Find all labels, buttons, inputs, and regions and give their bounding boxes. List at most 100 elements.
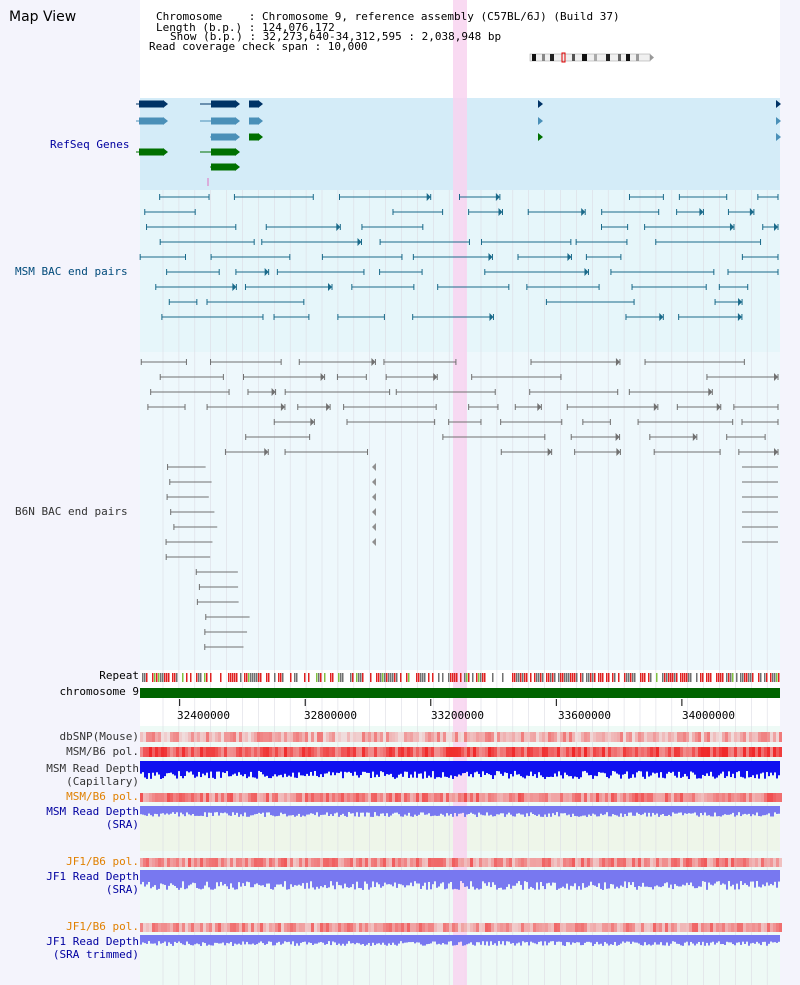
jf1-depth-trimmed-bar [734,935,736,946]
jf1-depth-trimmed-bar [146,935,148,944]
jf1-depth-sra-bar [484,870,486,884]
msm-depth-sra-bar [560,806,562,814]
repeat-mark [394,673,396,682]
msm-depth-capillary-bar [622,761,624,775]
repeat-mark [592,673,594,682]
msm-b6-pol-sra-heat [746,793,749,802]
jf1-b6-pol-heat [218,858,221,867]
repeat-mark [480,673,482,682]
dbsnp-heat [686,732,689,742]
msm-depth-capillary-bar [294,761,296,778]
msm-b6-pol-sra-heat [497,793,500,802]
repeat-mark [664,673,666,682]
msm-b6-pol-heat [473,747,476,757]
msm-depth-capillary-bar [442,761,444,773]
msm-b6-pol-heat [314,747,317,757]
jf1-b6-pol-trimmed-heat [623,923,626,932]
jf1-depth-sra-bar [766,870,768,883]
msm-depth-capillary-bar [518,761,520,775]
msm-b6-pol-heat [413,747,416,757]
jf1-depth-trimmed-bar [316,935,318,944]
msm-depth-capillary-bar [604,761,606,774]
jf1-depth-trimmed-bar [472,935,474,945]
jf1-depth-trimmed-bar [320,935,322,942]
msm-depth-sra-bar [452,806,454,817]
msm-b6-pol-sra-heat [689,793,692,802]
msm-depth-sra-bar [196,806,198,816]
msm-depth-sra-bar [634,806,636,816]
msm-b6-pol-heat [479,747,482,757]
jf1-b6-pol-trimmed-heat [437,923,440,932]
repeat-mark [380,673,382,682]
jf1-b6-pol-trimmed-heat [149,923,152,932]
jf1-b6-pol-trimmed-heat [620,923,623,932]
jf1-b6-pol-heat [764,858,767,867]
dbsnp-heat [149,732,152,742]
msm-b6-pol-sra-heat [728,793,731,802]
jf1-depth-trimmed-bar [696,935,698,944]
jf1-b6-pol-heat [374,858,377,867]
msm-depth-sra-bar [372,806,374,817]
jf1-depth-sra-bar [178,870,180,890]
jf1-depth-sra-bar [626,870,628,889]
msm-depth-sra-bar [324,806,326,815]
jf1-b6-pol-trimmed-heat [656,923,659,932]
refseq-gene-arrow [258,117,263,125]
dbsnp-heat [593,732,596,742]
jf1-b6-pol-trimmed-heat [188,923,191,932]
refseq-genes-label[interactable]: RefSeq Genes [50,138,130,151]
jf1-b6-pol-trimmed-heat [515,923,518,932]
jf1-depth-sra-bar [644,870,646,887]
msm-b6-pol-sra-heat [515,793,518,802]
msm-depth-sra-bar [486,806,488,813]
jf1-b6-pol-heat [359,858,362,867]
msm-bac-end-pairs-label[interactable]: MSM BAC end pairs [15,265,128,278]
jf1-b6-pol-trimmed-heat [269,923,272,932]
msm-b6-pol-heat [584,747,587,757]
msm-depth-sra-bar [586,806,588,817]
dbsnp-heat [350,732,353,742]
msm-b6-pol-heat [701,747,704,757]
msm-depth-capillary-bar [668,761,670,772]
jf1-depth-trimmed-bar [208,935,210,945]
b6n-bac-end-pairs-label[interactable]: B6N BAC end pairs [15,505,128,518]
repeat-mark [200,673,202,682]
repeat-mark [160,673,162,682]
msm-depth-sra-bar [776,806,778,814]
jf1-depth-sra-bar [304,870,306,889]
repeat-mark [282,673,284,682]
jf1-depth-sra-bar [242,870,244,884]
jf1-depth-trimmed-bar [768,935,770,944]
msm-depth-sra-bar [616,806,618,816]
jf1-depth-sra-bar [298,870,300,885]
msm-depth-capillary-bar [688,761,690,779]
msm-b6-pol-heat [740,747,743,757]
jf1-b6-pol-heat [758,858,761,867]
msm-depth-capillary-bar [672,761,674,772]
jf1-depth-sra-bar [248,870,250,883]
jf1-depth-sra-bar [350,870,352,888]
repeat-mark [278,673,280,682]
msm-depth-sra-bar [482,806,484,816]
repeat-mark [408,673,410,682]
msm-b6-pol-heat [632,747,635,757]
jf1-b6-pol-trimmed-heat [287,923,290,932]
jf1-depth-sra-bar [584,870,586,888]
jf1-b6-pol-heat [335,858,338,867]
repeat-mark [520,673,522,682]
jf1-depth-sra-bar [334,870,336,890]
jf1-depth-trimmed-bar [510,935,512,944]
jf1-depth-trimmed-bar [268,935,270,942]
jf1-b6-pol-trimmed-heat [371,923,374,932]
jf1-b6-pol-trimmed-heat [554,923,557,932]
repeat-mark [424,673,426,682]
jf1-depth-sra-bar [660,870,662,888]
jf1-depth-trimmed-bar [418,935,420,943]
repeat-mark [728,673,730,682]
jf1-depth-trimmed-bar [166,935,168,946]
jf1-depth-sra-bar [750,870,752,882]
msm-b6-pol-sra-heat [554,793,557,802]
msm-depth-sra-bar [736,806,738,816]
chromosome-ideogram[interactable] [528,52,656,64]
